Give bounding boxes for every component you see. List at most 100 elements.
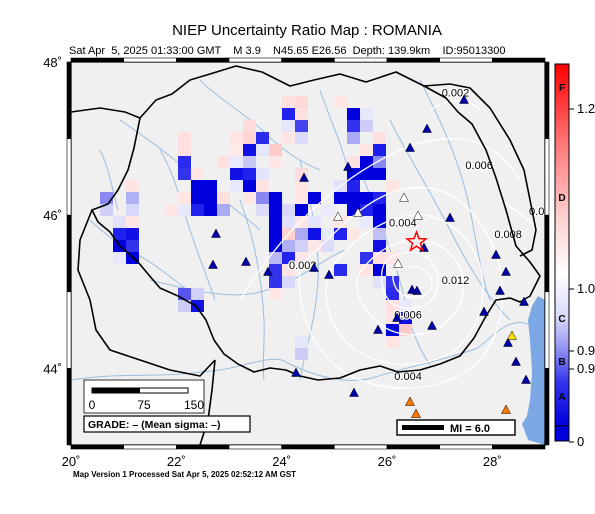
ratio-cell xyxy=(217,156,230,168)
lat-tick-label: 46˚ xyxy=(43,208,62,223)
contour-label: 0.002 xyxy=(289,260,317,272)
serbia-border xyxy=(77,209,216,377)
station-icon xyxy=(343,161,353,171)
contour-label: 0.006 xyxy=(465,160,493,172)
colorbar-value: 1.2 xyxy=(577,101,595,116)
station-icon xyxy=(503,337,513,347)
colorbar-value: 1.0 xyxy=(577,281,595,296)
ratio-cell xyxy=(360,156,373,168)
station-icon xyxy=(405,142,415,152)
colorbar-letter: F xyxy=(559,83,565,94)
ratio-cell xyxy=(282,240,295,252)
colorbar-letter: A xyxy=(558,392,565,403)
frame-segment xyxy=(544,61,550,139)
ratio-cell xyxy=(269,276,282,288)
station-icon xyxy=(407,284,417,294)
ratio-cell xyxy=(282,252,295,264)
contour-label: 0.004 xyxy=(389,218,417,230)
ratio-cell xyxy=(373,276,386,288)
scale-label-75: 75 xyxy=(137,398,151,412)
event-datetime: Sat Apr 5, 2025 01:33:00 GMT xyxy=(69,45,222,57)
ratio-cell xyxy=(191,288,204,300)
ratio-cell xyxy=(178,288,191,300)
ratio-cell xyxy=(269,204,282,216)
ratio-cell xyxy=(334,264,347,276)
ratio-cell xyxy=(347,168,360,180)
ratio-cell xyxy=(308,192,321,204)
ratio-cell xyxy=(360,144,373,156)
ratio-cell xyxy=(295,96,308,108)
ratio-cell xyxy=(126,216,139,228)
station-icon xyxy=(309,262,319,272)
station-icon xyxy=(511,356,521,366)
colorbar-letters: F D C B A xyxy=(558,83,565,403)
map-footer: Map Version 1 Processed Sat Apr 5, 2025 … xyxy=(73,470,297,479)
station-icon xyxy=(291,367,301,377)
ratio-cell xyxy=(269,228,282,240)
ratio-cell xyxy=(347,156,360,168)
contour-label: 0.006 xyxy=(394,310,422,322)
ratio-cell xyxy=(295,228,308,240)
frame-segment xyxy=(492,57,546,63)
moldova-border xyxy=(423,83,537,257)
ratio-cell xyxy=(256,168,269,180)
frame-segment xyxy=(66,291,72,369)
station-icon xyxy=(411,408,421,418)
station-icon xyxy=(241,256,251,266)
contour-label: 0.004 xyxy=(394,371,422,383)
frame-segment xyxy=(386,444,440,450)
frame-segment xyxy=(228,57,282,63)
frame-segment xyxy=(492,444,546,450)
ratio-cell xyxy=(399,324,412,336)
station-icon xyxy=(333,211,343,221)
ratio-cell xyxy=(256,204,269,216)
event-location: N45.65 E26.56 xyxy=(273,45,347,57)
ratio-cell xyxy=(321,240,334,252)
station-icon xyxy=(427,320,437,330)
ratio-cell xyxy=(282,132,295,144)
ratio-cell xyxy=(178,156,191,168)
lon-tick-label: 20˚ xyxy=(62,454,81,469)
colorbar-letter: D xyxy=(558,193,565,204)
station-icon xyxy=(479,306,489,316)
frame-segment xyxy=(544,214,550,293)
frame-segment xyxy=(123,444,177,450)
ratio-cell xyxy=(347,120,360,132)
ratio-cell xyxy=(243,192,256,204)
colorbar-letter: B xyxy=(558,357,565,368)
ratio-cell xyxy=(282,96,295,108)
lon-tick-label: 26˚ xyxy=(378,454,397,469)
frame-segment xyxy=(70,57,124,63)
grade-box: GRADE: – (Mean sigma: –) xyxy=(83,415,251,433)
ratio-cell xyxy=(360,192,373,204)
ratio-cell xyxy=(191,168,204,180)
lon-tick-label: 28˚ xyxy=(483,454,502,469)
ratio-cell xyxy=(334,96,347,108)
ratio-cell xyxy=(191,192,204,204)
map-area[interactable]: 0.0020.0060.0040.000.0080.0020.0120.0060… xyxy=(71,62,550,445)
ratio-cell xyxy=(126,192,139,204)
ratio-cell xyxy=(230,168,243,180)
frame-segment xyxy=(176,444,230,450)
station-icon xyxy=(459,94,469,104)
colorbar-value: 0 xyxy=(577,434,584,449)
ratio-cell xyxy=(165,204,178,216)
epicenter-star-icon[interactable] xyxy=(404,229,429,252)
ratio-cell xyxy=(347,132,360,144)
grade-label: GRADE: – (Mean sigma: –) xyxy=(88,419,220,431)
ratio-cell xyxy=(295,216,308,228)
ratio-cell xyxy=(295,120,308,132)
event-id: ID:95013300 xyxy=(442,45,506,57)
event-info: Sat Apr 5, 2025 01:33:00 GMT M 3.9 N45.6… xyxy=(69,45,505,57)
lat-tick-label: 48˚ xyxy=(43,55,62,70)
ratio-cell xyxy=(230,132,243,144)
ratio-cell xyxy=(113,228,126,240)
station-icon xyxy=(507,330,517,340)
romania-border xyxy=(91,65,541,381)
lat-tick-label: 44˚ xyxy=(43,361,62,376)
mi-label: MI = 6.0 xyxy=(450,423,490,435)
station-icon xyxy=(405,396,415,406)
ratio-cell xyxy=(243,180,256,192)
ratio-cell xyxy=(282,216,295,228)
map-title: NIEP Uncertainty Ratio Map : ROMANIA xyxy=(172,22,442,39)
